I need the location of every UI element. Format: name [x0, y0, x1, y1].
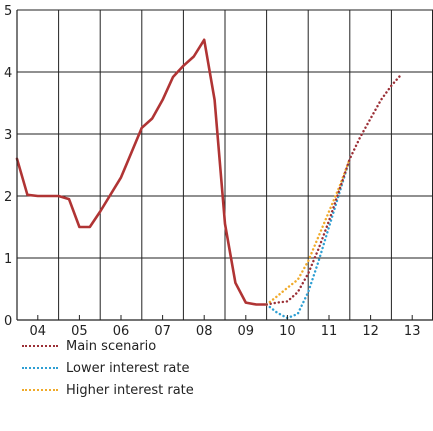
x-tick-label-05: 05	[71, 324, 88, 336]
y-tick-label-4: 4	[4, 66, 12, 81]
legend-label-higher: Higher interest rate	[66, 382, 194, 398]
y-tick-label-2: 2	[4, 190, 12, 205]
grid-layer	[17, 9, 433, 320]
y-tick-label-1: 1	[4, 252, 12, 267]
legend-label-lower: Lower interest rate	[66, 360, 190, 376]
legend-item-lower: Lower interest rate	[22, 358, 194, 378]
legend-swatch-main	[22, 345, 58, 347]
x-tick-label-08: 08	[196, 324, 213, 336]
legend: Main scenario Lower interest rate Higher…	[22, 336, 194, 402]
x-tick-label-11: 11	[321, 324, 338, 336]
legend-item-main: Main scenario	[22, 336, 194, 356]
y-tick-label-0: 0	[4, 314, 12, 329]
legend-item-higher: Higher interest rate	[22, 380, 194, 400]
series-line-main	[265, 72, 403, 306]
x-tick-label-07: 07	[154, 324, 171, 336]
legend-swatch-lower	[22, 367, 58, 369]
series-line-historical	[15, 38, 268, 306]
x-tick-label-06: 06	[113, 324, 130, 336]
x-tick-label-12: 12	[362, 324, 379, 336]
y-tick-label-5: 5	[4, 4, 12, 19]
series-layer	[15, 38, 403, 320]
series-line-lower	[265, 157, 351, 320]
x-tick-label-04: 04	[30, 324, 47, 336]
series-line-higher	[265, 157, 351, 306]
legend-label-main: Main scenario	[66, 338, 157, 354]
x-tick-label-13: 13	[404, 324, 421, 336]
x-tick-label-09: 09	[238, 324, 255, 336]
x-tick-label-10: 10	[279, 324, 296, 336]
legend-swatch-higher	[22, 389, 58, 391]
y-tick-label-3: 3	[4, 128, 12, 143]
